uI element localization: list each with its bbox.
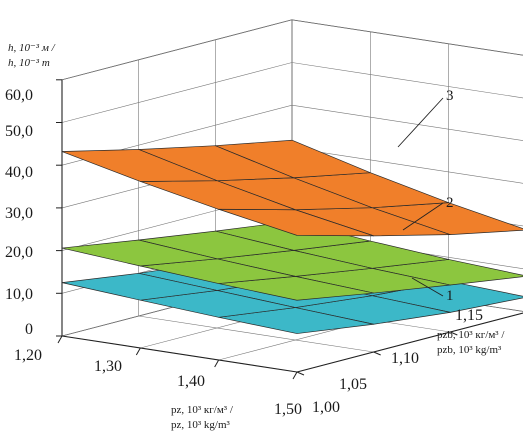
series-leader-1	[411, 277, 444, 297]
y-tick-label: 1,10	[391, 350, 419, 367]
labels: 0 10,0 20,0 30,0 40,0 50,0 60,0 1,20 1,3…	[5, 42, 505, 431]
x-tick	[214, 359, 220, 368]
z-tick-label: 0	[25, 321, 33, 338]
x-axis-line	[61, 335, 298, 373]
z-tick-label: 20,0	[5, 244, 33, 261]
x-tick-label: 1,40	[177, 373, 205, 390]
y-tick	[450, 331, 458, 336]
z-tick-label: 10,0	[5, 286, 33, 303]
y-tick	[373, 351, 381, 356]
x-tick	[135, 347, 141, 356]
series-leader-2	[402, 202, 444, 231]
y-axis-label-ru: pzb, 10³ кг/м³ /	[437, 329, 505, 341]
y-tick	[296, 371, 305, 376]
surface-cell	[61, 239, 218, 267]
x-axis-label-ru: pz, 10³ кг/м³ /	[171, 404, 234, 416]
x-tick-label: 1,30	[94, 358, 122, 375]
floor-grid-line	[138, 315, 374, 353]
z-grid-line	[61, 62, 523, 123]
z-grid-line	[61, 19, 523, 81]
y-tick-label: 1,15	[455, 307, 483, 324]
surfaces	[61, 139, 523, 334]
x-tick-label: 1,50	[274, 401, 302, 418]
surface-series-3	[61, 139, 523, 237]
y-tick-label: 1,05	[339, 376, 367, 393]
x-tick-label: 1,20	[14, 347, 42, 364]
y-axis-label-en: pzb, 10³ kg/m³	[437, 344, 502, 356]
z-axis-label-ru: h, 10⁻³ м /	[8, 42, 56, 54]
axes	[56, 79, 523, 380]
surface-cell	[61, 272, 218, 301]
z-tick-label: 40,0	[5, 164, 33, 181]
z-axis-label-en: h, 10⁻³ m	[8, 57, 50, 69]
surface-series-2	[61, 220, 523, 301]
series-label-3: 3	[446, 88, 454, 104]
x-tick	[292, 371, 298, 380]
z-tick-label: 50,0	[5, 123, 33, 140]
series-leader-3	[397, 97, 444, 148]
x-tick	[57, 335, 63, 344]
series-label-2: 2	[446, 195, 454, 211]
x-axis-label-en: pz, 10³ kg/m³	[171, 419, 231, 431]
series-label-1: 1	[446, 288, 454, 304]
z-tick-label: 30,0	[5, 205, 33, 222]
z-tick-label: 60,0	[5, 87, 33, 104]
surface-cell	[61, 149, 218, 182]
y-tick-label: 1,00	[312, 399, 340, 416]
y-axis-line	[296, 312, 523, 373]
